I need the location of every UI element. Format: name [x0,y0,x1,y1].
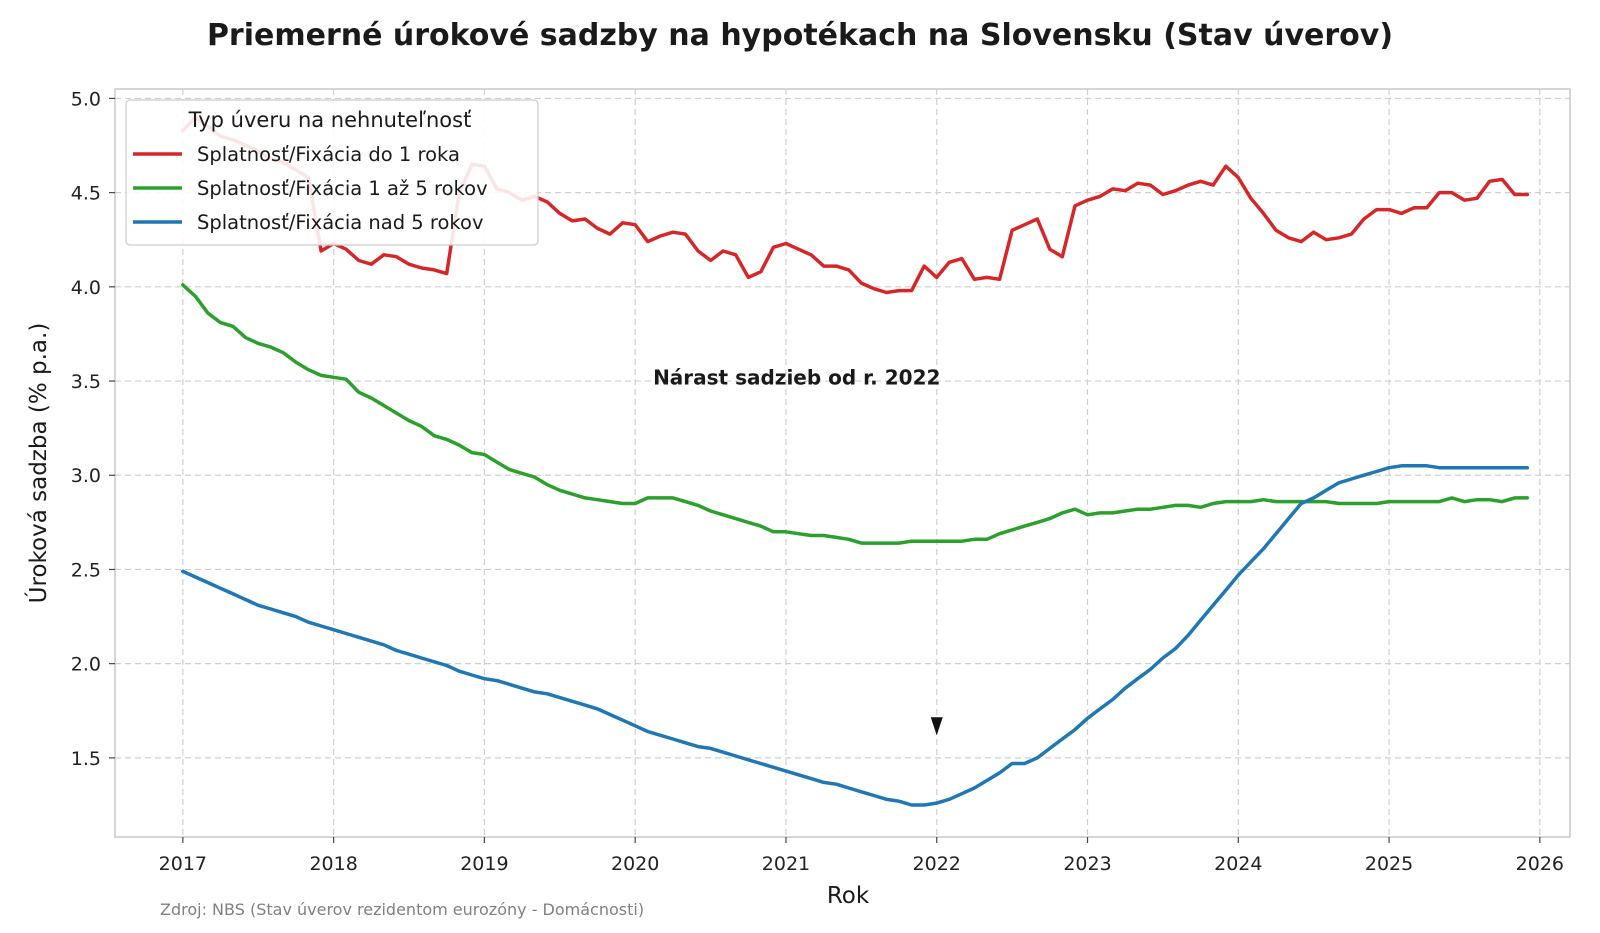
x-tick-label-2017: 2017 [159,853,207,875]
annotation-arrowhead [930,717,943,736]
legend: Typ úveru na nehnuteľnosť Splatnosť/Fixá… [125,99,539,246]
x-tick-label-2021: 2021 [762,853,810,875]
x-tick-label-2024: 2024 [1214,853,1262,875]
legend-label-splatnost-nad-5-rokov: Splatnosť/Fixácia nad 5 rokov [197,211,484,234]
y-tick-label-4.0: 4.0 [71,277,101,299]
x-tick-label-2025: 2025 [1365,853,1413,875]
legend-label-splatnost-1-az-5-rokov: Splatnosť/Fixácia 1 až 5 rokov [197,177,488,200]
y-tick-label-2.5: 2.5 [71,559,101,581]
plot-frame [114,88,1571,838]
y-axis-ticks: 1.5 2.0 2.5 3.0 3.5 4.0 4.5 5.0 [71,88,115,770]
chart-title: Priemerné úrokové sadzby na hypotékach n… [206,18,1394,53]
x-axis-ticks: 2017 2018 2019 2020 2021 2022 2023 2024 2025 2026 [159,837,1564,875]
y-tick-label-5.0: 5.0 [71,88,101,110]
x-axis-label: Rok [827,883,870,909]
y-tick-label-3.0: 3.0 [71,465,101,487]
series-layer [181,115,1530,807]
series-line-do-1-roka [181,115,1530,295]
legend-title: Typ úveru na nehnuteľnosť [188,108,472,132]
series-line-1-az-5-rokov [181,283,1530,545]
x-tick-label-2023: 2023 [1063,853,1111,875]
x-tick-label-2022: 2022 [913,853,961,875]
y-tick-label-2.0: 2.0 [71,654,101,676]
y-axis-label: Úroková sadzba (% p.a.) [24,323,52,604]
legend-label-splatnost-do-1-roka: Splatnosť/Fixácia do 1 roka [197,143,460,166]
y-tick-label-4.5: 4.5 [71,183,101,205]
y-tick-label-3.5: 3.5 [71,371,101,393]
legend-frame [125,99,539,246]
x-tick-label-2018: 2018 [309,853,357,875]
y-tick-label-1.5: 1.5 [71,748,101,770]
x-tick-label-2026: 2026 [1516,853,1564,875]
x-tick-label-2019: 2019 [460,853,508,875]
source-note: Zdroj: NBS (Stav úverov rezidentom euroz… [160,900,644,919]
series-line-nad-5-rokov [181,464,1530,807]
annotation-text: Nárast sadzieb od r. 2022 [653,365,940,389]
x-tick-label-2020: 2020 [611,853,659,875]
